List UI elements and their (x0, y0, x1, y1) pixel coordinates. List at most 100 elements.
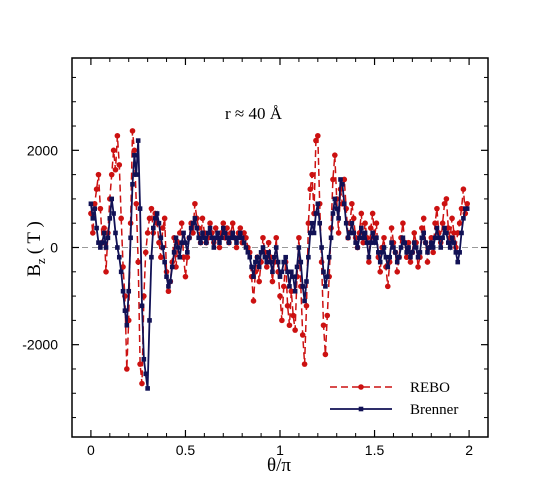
data-point-brenner (436, 235, 442, 241)
data-point-brenner (415, 254, 421, 260)
data-point-brenner (285, 269, 290, 275)
data-point-brenner (444, 230, 449, 236)
data-point-brenner (152, 216, 158, 221)
data-point-brenner (230, 230, 236, 236)
data-point-rebo (182, 273, 189, 280)
data-point-rebo (192, 200, 198, 207)
data-point-rebo (265, 239, 272, 246)
data-point-brenner (383, 254, 389, 260)
y-axis-title: Bz ( T ) (24, 221, 48, 277)
data-point-brenner (101, 230, 107, 236)
data-point-brenner (393, 250, 398, 255)
data-point-brenner (313, 211, 319, 216)
data-point-rebo (358, 384, 364, 390)
data-point-brenner (402, 240, 408, 245)
data-point-brenner (428, 240, 434, 245)
data-point-rebo (330, 176, 336, 183)
data-point-rebo (159, 225, 166, 231)
data-point-brenner (304, 279, 309, 284)
data-point-brenner (202, 235, 207, 241)
data-point-rebo (158, 254, 164, 261)
data-point-rebo (303, 303, 310, 309)
data-point-brenner (387, 254, 392, 260)
data-point-brenner (185, 250, 190, 255)
data-point-brenner (419, 235, 425, 241)
data-point-rebo (305, 220, 312, 227)
data-point-brenner (447, 245, 453, 250)
data-point-brenner (336, 216, 341, 221)
data-point-brenner (296, 245, 302, 250)
series-layer (88, 128, 471, 391)
data-point-rebo (394, 268, 401, 275)
data-point-brenner (181, 230, 186, 236)
data-point-rebo (237, 225, 244, 231)
data-point-brenner (451, 240, 457, 245)
data-point-brenner (115, 245, 120, 250)
x-tick-label: 2 (465, 442, 473, 458)
data-point-rebo (324, 312, 331, 319)
data-point-brenner (374, 235, 379, 241)
data-point-brenner (213, 235, 219, 241)
data-point-brenner (326, 254, 332, 260)
data-point-brenner (449, 235, 455, 241)
data-point-rebo (428, 234, 435, 241)
data-point-brenner (370, 230, 375, 236)
data-point-brenner (283, 254, 288, 260)
data-point-brenner (398, 245, 404, 250)
data-point-rebo (148, 205, 155, 212)
data-point-brenner (340, 182, 345, 187)
data-point-brenner (249, 264, 254, 270)
data-point-rebo (241, 230, 247, 236)
data-point-brenner (292, 288, 298, 294)
data-point-brenner (116, 254, 122, 260)
data-point-brenner (247, 254, 253, 260)
data-point-rebo (411, 230, 418, 236)
data-point-brenner (309, 220, 315, 226)
data-point-brenner (219, 235, 224, 241)
data-point-rebo (184, 254, 191, 261)
data-point-rebo (116, 162, 123, 168)
data-point-brenner (255, 254, 260, 260)
data-point-brenner (99, 240, 105, 245)
data-point-brenner (118, 269, 124, 275)
data-point-brenner (357, 235, 362, 241)
data-point-rebo (250, 298, 257, 304)
data-point-rebo (173, 264, 179, 270)
data-point-brenner (359, 225, 364, 231)
data-point-brenner (434, 225, 440, 231)
data-point-brenner (266, 250, 271, 255)
data-point-brenner (120, 288, 126, 294)
data-point-rebo (101, 225, 107, 231)
data-point-brenner (162, 259, 167, 265)
data-point-rebo (124, 366, 130, 372)
data-point-brenner (311, 230, 317, 236)
data-point-rebo (419, 225, 425, 231)
data-point-brenner (228, 235, 234, 241)
axes: 0 0.5 1 1.5 2 -2000 0 2000 (22, 58, 488, 458)
data-point-brenner (413, 245, 419, 250)
data-point-brenner (141, 356, 147, 362)
data-point-brenner (183, 240, 188, 245)
svg-text:Bz( T ): Bz ( T ) (24, 221, 48, 277)
data-point-brenner (192, 216, 198, 221)
data-point-brenner (88, 201, 94, 207)
data-point-brenner (166, 284, 171, 289)
data-point-brenner (133, 172, 139, 177)
data-point-rebo (263, 264, 270, 270)
data-point-brenner (270, 269, 275, 275)
data-point-rebo (377, 268, 384, 275)
data-point-rebo (369, 210, 376, 217)
data-point-brenner (207, 225, 213, 231)
data-point-brenner (245, 250, 251, 255)
data-point-rebo (142, 249, 149, 256)
data-point-rebo (91, 200, 98, 207)
data-point-brenner (268, 259, 273, 265)
data-point-brenner (404, 250, 409, 255)
data-point-rebo (229, 220, 236, 227)
data-point-brenner (160, 245, 166, 250)
data-point-brenner (164, 274, 169, 279)
data-point-brenner (358, 406, 364, 412)
data-point-rebo (161, 215, 168, 222)
data-point-brenner (126, 288, 132, 294)
y-axis-title-main: B (24, 264, 45, 277)
